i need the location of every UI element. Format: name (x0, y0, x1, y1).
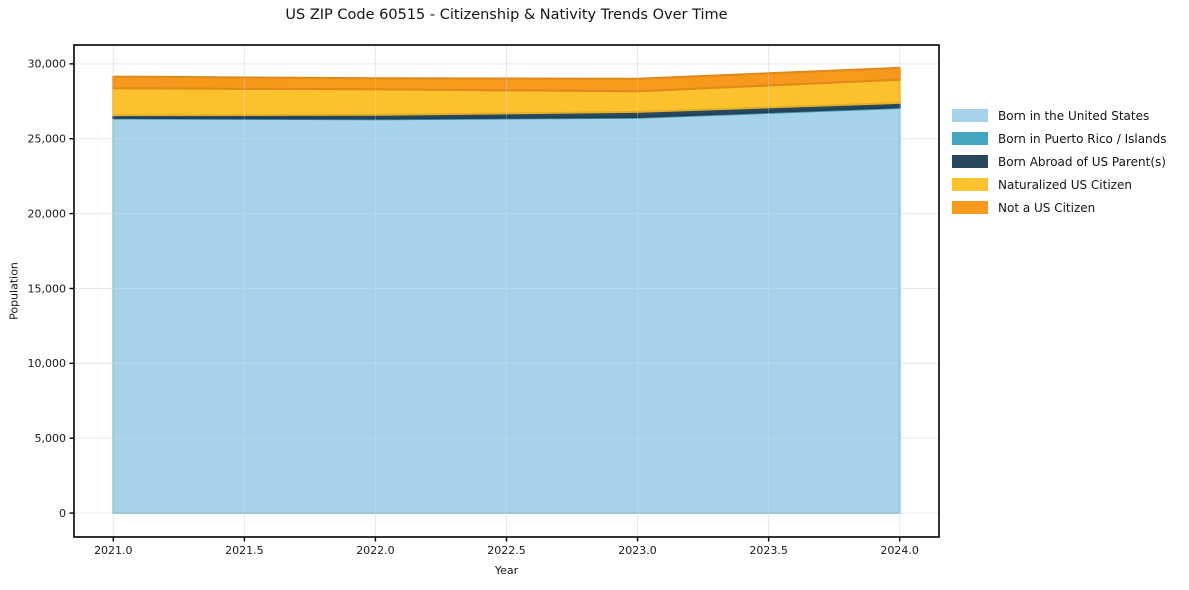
x-tick-label: 2021.5 (225, 544, 264, 557)
legend-label: Naturalized US Citizen (998, 177, 1132, 192)
legend-item: Born in the United States (952, 104, 1167, 127)
y-tick-label: 25,000 (28, 133, 67, 146)
area-series-4 (112, 66, 901, 93)
x-tick-label: 2022.5 (487, 544, 526, 557)
y-tick-label: 15,000 (28, 282, 67, 295)
x-tick-label: 2023.0 (618, 544, 657, 557)
x-tick-label: 2022.0 (356, 544, 395, 557)
legend-item: Naturalized US Citizen (952, 173, 1167, 196)
y-axis-label: Population (7, 262, 21, 320)
legend-swatch (952, 155, 988, 168)
x-tick-label: 2021.0 (94, 544, 133, 557)
y-tick-label: 30,000 (28, 58, 67, 71)
legend-item: Born Abroad of US Parent(s) (952, 150, 1167, 173)
y-tick-label: 0 (59, 507, 66, 520)
legend-item: Not a US Citizen (952, 196, 1167, 219)
chart-title: US ZIP Code 60515 - Citizenship & Nativi… (285, 7, 728, 23)
legend: Born in the United States Born in Puerto … (952, 104, 1167, 219)
legend-label: Born in Puerto Rico / Islands (998, 131, 1167, 146)
y-tick-label: 10,000 (28, 357, 67, 370)
legend-swatch (952, 109, 988, 122)
legend-label: Born Abroad of US Parent(s) (998, 154, 1166, 169)
x-tick-label: 2024.0 (880, 544, 919, 557)
legend-swatch (952, 201, 988, 214)
legend-item: Born in Puerto Rico / Islands (952, 127, 1167, 150)
legend-swatch (952, 132, 988, 145)
x-axis-label: Year (494, 564, 519, 577)
legend-label: Born in the United States (998, 108, 1150, 123)
legend-swatch (952, 178, 988, 191)
legend-label: Not a US Citizen (998, 200, 1096, 215)
x-tick-label: 2023.5 (749, 544, 788, 557)
y-tick-label: 5,000 (35, 432, 67, 445)
y-tick-label: 20,000 (28, 207, 67, 220)
